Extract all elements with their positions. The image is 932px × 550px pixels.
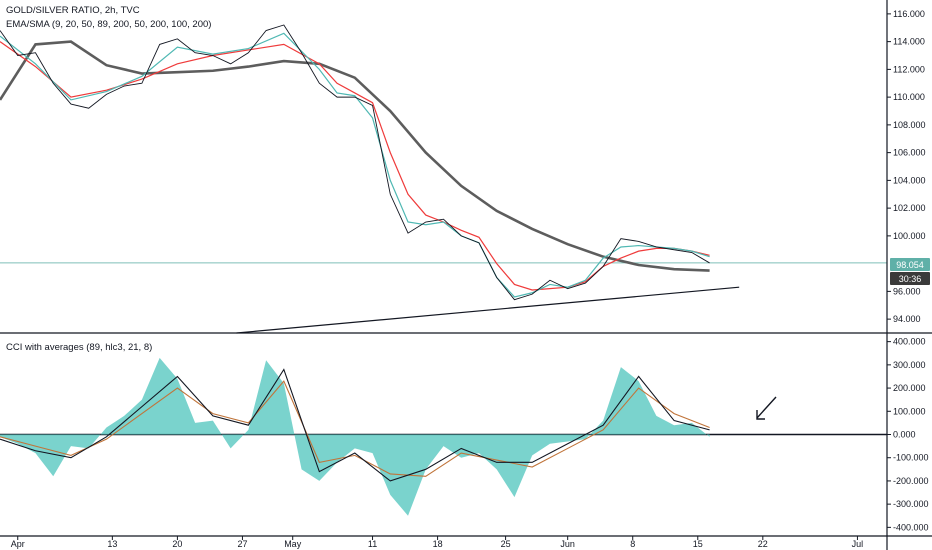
price-line [0,24,710,301]
ema-teal-line [0,32,710,298]
price-tick-label: 102.000 [893,203,926,213]
time-tick-label: 11 [368,539,377,549]
price-badges: 98.054 30:36 [890,258,930,285]
countdown-badge-bg [890,272,930,285]
cci-legend[interactable]: CCI with averages (89, hlc3, 21, 8) [6,342,153,353]
time-tick-label: May [284,539,302,549]
cci-tick-label: -400.000 [893,522,929,532]
price-tick-label: 96.000 [893,286,921,296]
time-tick-label: 20 [172,539,182,549]
main-legend-title[interactable]: GOLD/SILVER RATIO, 2h, TVC [6,5,140,16]
time-tick-label: Jun [560,539,575,549]
countdown-badge: 30:36 [899,274,922,284]
arrow-annotation [756,396,777,420]
price-tick-label: 114.000 [893,37,925,47]
last-price-badge: 98.054 [896,260,924,270]
cci-avg-dark [0,368,710,482]
time-tick-label: 22 [758,539,768,549]
cci-tick-label: 400.000 [893,337,926,347]
cci-tick-label: -200.000 [893,476,929,486]
time-axis[interactable]: Apr 13 20 27 May 11 18 25 Jun 8 15 22 Jul [11,536,863,549]
cci-tick-label: -300.000 [893,499,929,509]
price-tick-label: 104.000 [893,175,926,185]
time-tick-label: 8 [630,539,635,549]
main-legend-indicator[interactable]: EMA/SMA (9, 20, 50, 89, 200, 50, 200, 10… [6,19,212,30]
price-tick-label: 94.000 [893,314,921,324]
time-tick-label: 13 [107,539,117,549]
cci-tick-label: 200.000 [893,383,926,393]
price-tick-label: 110.000 [893,92,925,102]
cci-tick-label: 0.000 [893,430,916,440]
price-tick-label: 112.000 [893,64,925,74]
time-tick-label: 25 [501,539,511,549]
price-tick-label: 108.000 [893,120,926,130]
time-tick-label: 27 [237,539,247,549]
price-tick-label: 106.000 [893,148,926,158]
cci-tick-label: 300.000 [893,360,926,370]
price-tick-label: 116.000 [893,9,925,19]
time-tick-label: Jul [852,539,864,549]
cci-tick-label: -100.000 [893,453,929,463]
time-tick-label: 15 [693,539,703,549]
cci-avg-orange [0,380,710,477]
time-tick-label: 18 [433,539,443,549]
support-trendline [236,286,740,334]
last-price-badge-bg [890,258,930,271]
time-tick-label: Apr [11,539,25,549]
sma-200-line [0,40,710,272]
cci-tick-label: 100.000 [893,406,926,416]
series-layer [0,24,887,516]
ema-red-line [0,41,710,291]
price-tick-label: 100.000 [893,231,926,241]
cci-area [0,357,710,516]
